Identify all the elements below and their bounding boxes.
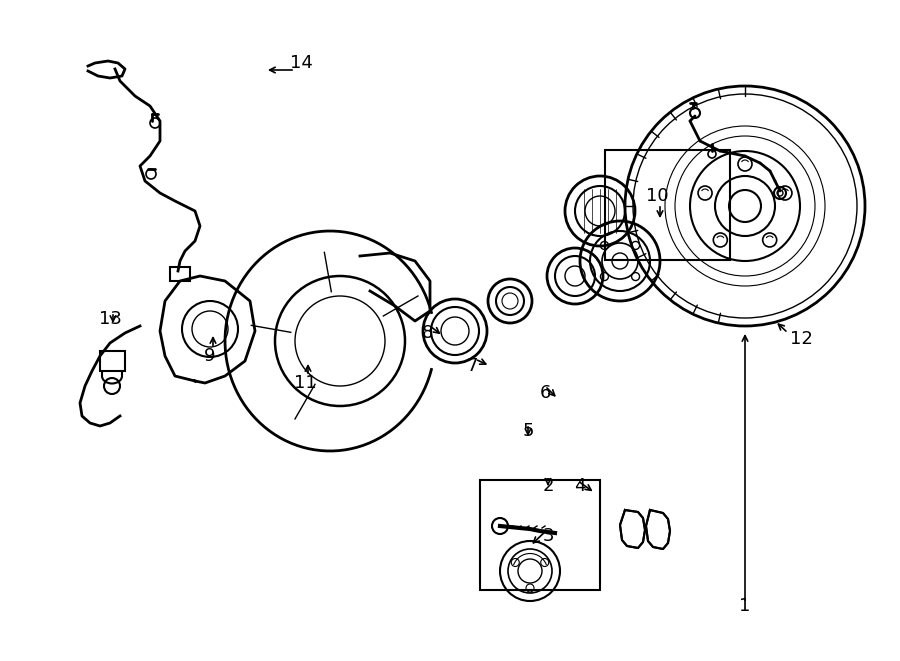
Text: 6: 6 — [539, 384, 551, 402]
Text: 2: 2 — [542, 477, 554, 495]
Text: 9: 9 — [204, 347, 216, 365]
Bar — [605, 150, 730, 260]
Bar — [170, 267, 190, 281]
Text: 12: 12 — [790, 330, 813, 348]
Polygon shape — [620, 510, 645, 548]
Text: 7: 7 — [466, 357, 478, 375]
Text: 8: 8 — [421, 324, 433, 342]
Text: 14: 14 — [290, 54, 313, 72]
Bar — [480, 480, 600, 590]
Text: 11: 11 — [293, 374, 317, 392]
Text: 10: 10 — [645, 187, 669, 205]
Text: 1: 1 — [739, 597, 751, 615]
Text: 4: 4 — [574, 477, 586, 495]
Polygon shape — [646, 510, 670, 549]
Text: 13: 13 — [99, 310, 122, 328]
Text: 3: 3 — [542, 527, 554, 545]
Bar — [100, 351, 125, 371]
Text: 5: 5 — [522, 422, 534, 440]
